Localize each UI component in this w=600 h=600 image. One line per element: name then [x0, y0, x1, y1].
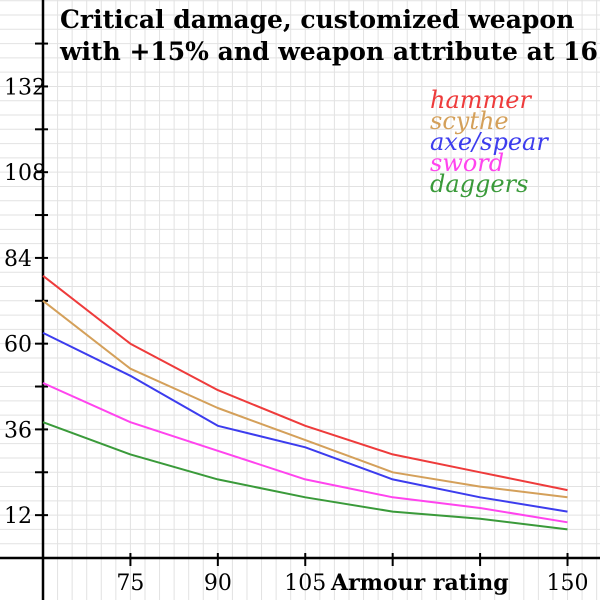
- chart-title: Critical damage, customized weapon with …: [59, 5, 598, 66]
- y-tick-label: 60: [4, 333, 32, 358]
- y-tick-label: 12: [4, 504, 32, 529]
- y-tick-label: 108: [4, 161, 46, 186]
- chart-title-line-2: with +15% and weapon attribute at 16: [59, 37, 598, 66]
- x-tick-label: 105: [284, 571, 326, 596]
- y-tick-label: 132: [4, 75, 46, 100]
- series-line-axe-spear: [42, 332, 568, 513]
- series-line-scythe: [42, 300, 568, 499]
- x-axis-title: Armour rating: [330, 570, 509, 596]
- legend-entry: axe/spear: [430, 128, 549, 156]
- series-line-hammer: [42, 275, 568, 492]
- series-line-daggers: [42, 421, 568, 531]
- legend-entry: daggers: [430, 170, 528, 198]
- legend-entry: hammer: [430, 86, 532, 114]
- legend-entry: sword: [430, 149, 504, 177]
- series-lines: [42, 275, 568, 531]
- chart-title-line-1: Critical damage, customized weapon: [60, 5, 574, 34]
- legend-entry: scythe: [430, 107, 509, 135]
- x-tick-label: 150: [547, 571, 589, 596]
- x-tick-label: 75: [116, 571, 144, 596]
- y-tick-label: 84: [4, 247, 32, 272]
- x-tick-label: 90: [204, 571, 232, 596]
- tick-labels: 12 36 60 84 108 132 75 90 105 150 Armour rating: [4, 75, 589, 596]
- series-line-sword: [42, 382, 568, 524]
- y-tick-label: 36: [4, 418, 32, 443]
